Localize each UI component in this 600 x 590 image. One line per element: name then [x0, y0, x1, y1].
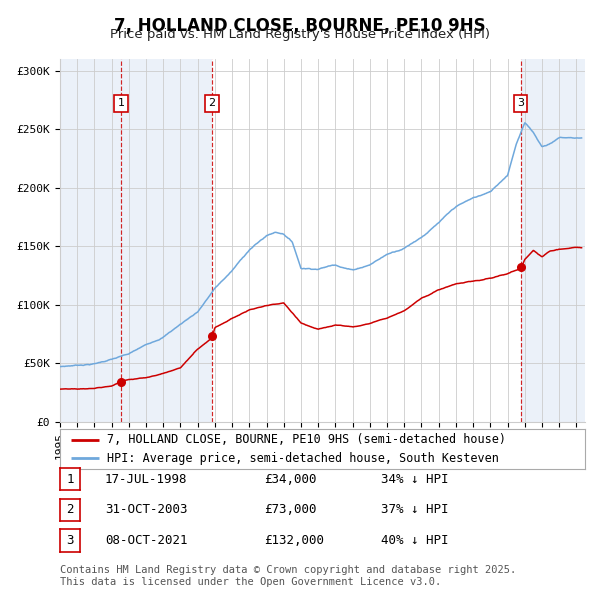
Text: 7, HOLLAND CLOSE, BOURNE, PE10 9HS: 7, HOLLAND CLOSE, BOURNE, PE10 9HS	[114, 17, 486, 35]
Text: 3: 3	[517, 99, 524, 109]
Text: Price paid vs. HM Land Registry's House Price Index (HPI): Price paid vs. HM Land Registry's House …	[110, 28, 490, 41]
Text: 34% ↓ HPI: 34% ↓ HPI	[381, 473, 449, 486]
Text: 7, HOLLAND CLOSE, BOURNE, PE10 9HS (semi-detached house): 7, HOLLAND CLOSE, BOURNE, PE10 9HS (semi…	[107, 433, 506, 446]
Text: 08-OCT-2021: 08-OCT-2021	[105, 534, 187, 547]
Text: 1: 1	[118, 99, 124, 109]
Text: Contains HM Land Registry data © Crown copyright and database right 2025.
This d: Contains HM Land Registry data © Crown c…	[60, 565, 516, 587]
Text: 40% ↓ HPI: 40% ↓ HPI	[381, 534, 449, 547]
Bar	[60, 59, 121, 422]
Text: 3: 3	[67, 534, 74, 547]
Text: £34,000: £34,000	[264, 473, 317, 486]
Bar	[521, 59, 585, 422]
Bar	[121, 59, 212, 422]
Text: 2: 2	[67, 503, 74, 516]
Text: 17-JUL-1998: 17-JUL-1998	[105, 473, 187, 486]
Text: 2: 2	[208, 99, 215, 109]
Text: £132,000: £132,000	[264, 534, 324, 547]
Text: 31-OCT-2003: 31-OCT-2003	[105, 503, 187, 516]
Text: £73,000: £73,000	[264, 503, 317, 516]
Text: 37% ↓ HPI: 37% ↓ HPI	[381, 503, 449, 516]
Text: HPI: Average price, semi-detached house, South Kesteven: HPI: Average price, semi-detached house,…	[107, 452, 499, 465]
Text: 1: 1	[67, 473, 74, 486]
